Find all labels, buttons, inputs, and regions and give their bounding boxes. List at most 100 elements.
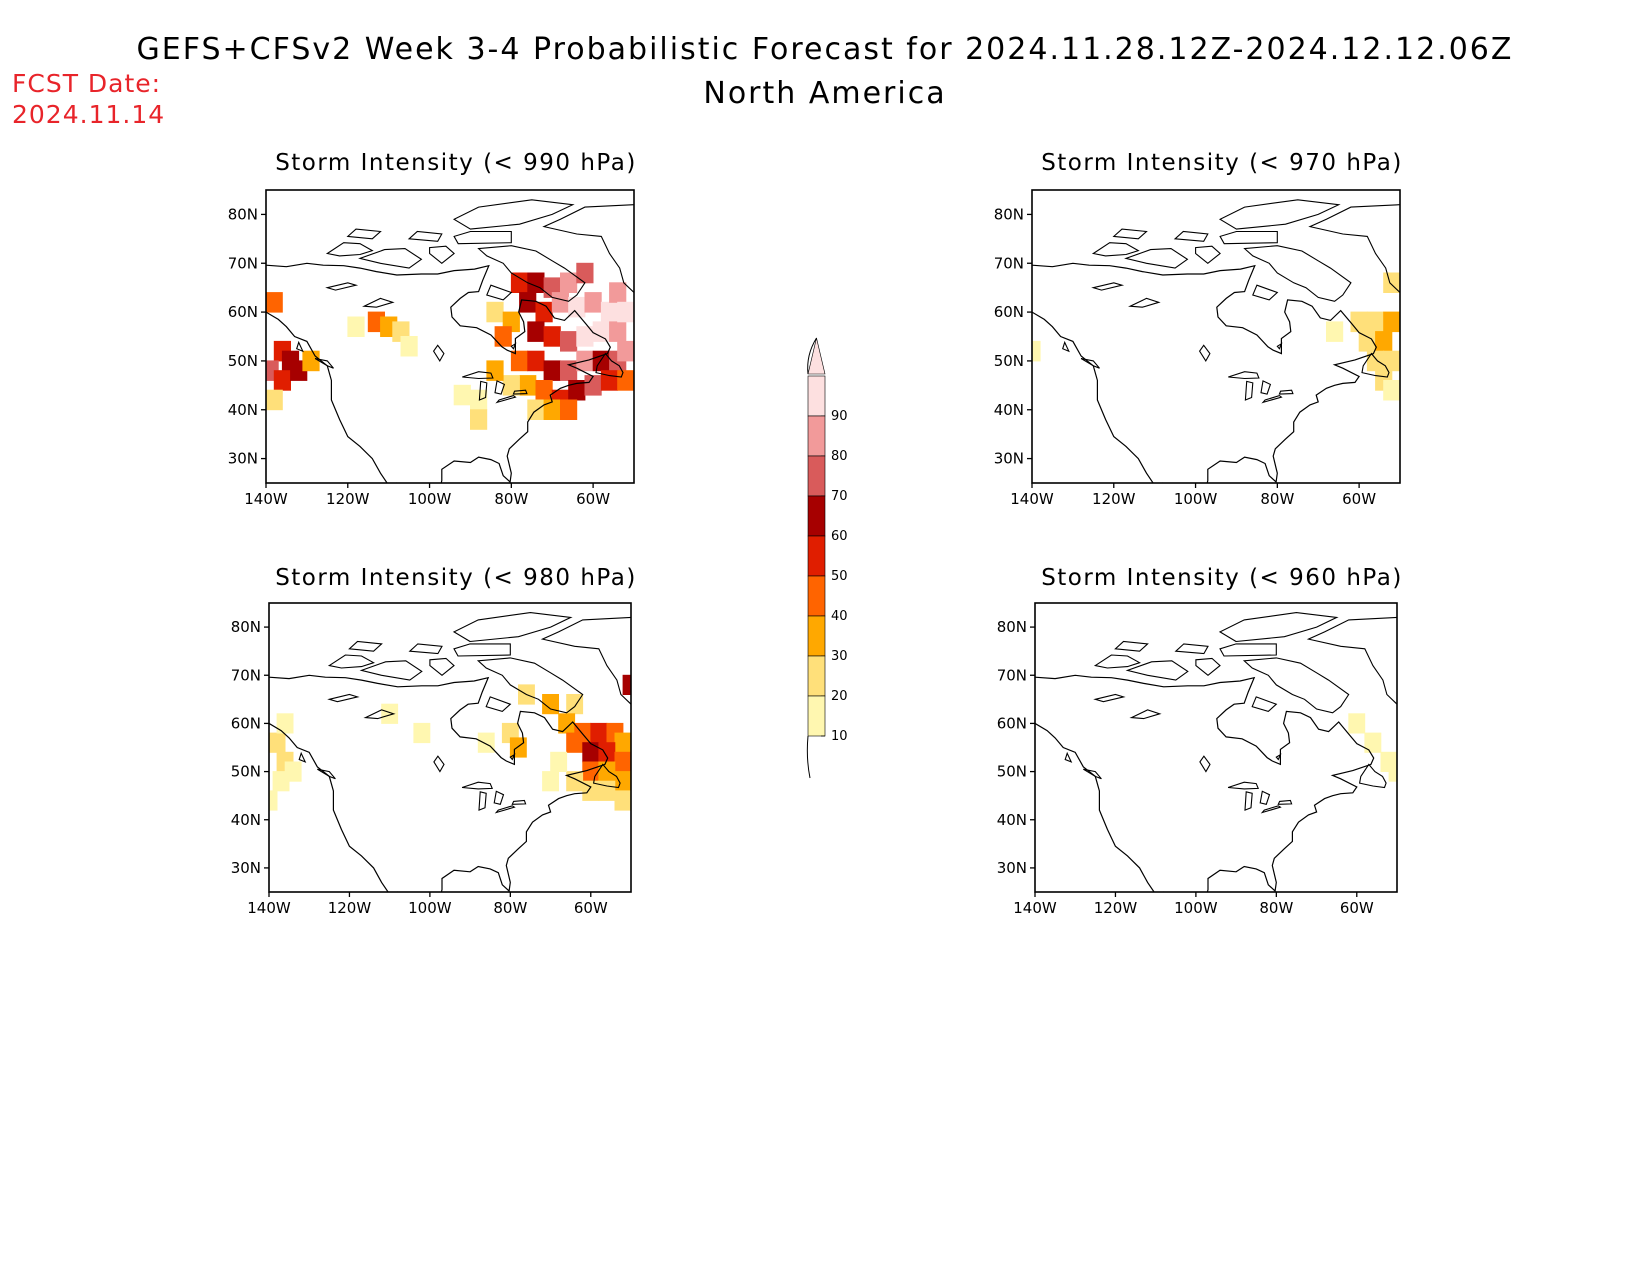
probability-cell [576,326,594,347]
map-frame [265,189,635,484]
probability-cell [600,301,619,323]
probability-cell [453,384,471,406]
probability-cell [519,292,537,313]
colorbar-label: 80 [831,449,848,464]
lat-tick-label: 30N [231,859,261,877]
colorbar-segment [807,655,826,697]
probability-colorbar: 90 80 70 60 50 40 30 20 10 [806,337,848,779]
colorbar-segment [807,415,826,457]
probability-cell [590,722,608,744]
probability-cell [609,282,627,303]
lon-tick-label: 120W [326,490,370,508]
probability-cell [622,674,631,695]
colorbar-segment [807,375,826,417]
probability-cell [592,321,610,342]
lat-tick-label: 60N [231,714,261,732]
panel-title-990: Storm Intensity (< 990 hPa) [275,150,637,176]
lon-tick-label: 60W [576,490,610,508]
probability-cell [470,389,488,411]
coastline [266,199,634,483]
lon-tick-label: 100W [1174,899,1218,917]
colorbar-segment [807,615,826,657]
probability-field [1032,272,1400,401]
probability-cell [1366,350,1385,372]
probability-cell [560,399,578,420]
probability-cell [542,771,559,792]
probability-cell [1388,761,1397,782]
probability-cell [558,713,576,734]
probability-cell [519,375,537,396]
probability-cell [527,321,545,342]
lon-tick-label: 100W [1174,490,1218,508]
colorbar-segment [807,575,826,617]
lat-tick-label: 40N [994,401,1024,419]
probability-cell [609,321,627,342]
probability-cell [535,301,553,323]
coastline [1032,199,1400,483]
lat-tick-label: 50N [228,352,258,370]
probability-cell [269,790,278,811]
probability-cell [1358,331,1376,352]
colorbar-label: 70 [831,489,848,504]
probability-cell [584,292,602,313]
probability-cell [400,336,418,357]
lon-tick-label: 60W [1340,899,1374,917]
probability-cell [486,301,504,323]
probability-cell [413,722,431,744]
probability-cell [551,292,569,313]
lat-tick-label: 50N [994,352,1024,370]
probability-cell [582,742,600,763]
probability-cell [568,380,586,401]
forecast-date-caption: FCST Date: [12,69,162,98]
probability-cell [1383,380,1400,401]
lon-tick-label: 120W [1092,490,1136,508]
probability-cell [266,292,283,313]
probability-cell [381,703,399,724]
probability-cell [560,331,578,352]
probability-cell [582,780,600,801]
lat-tick-label: 50N [231,763,261,781]
probability-cell [543,399,561,420]
probability-cell [576,262,594,284]
probability-cell [566,771,584,792]
region-subtitle: North America [703,76,947,111]
probability-cell [566,732,584,753]
colorbar-segment [807,535,826,577]
probability-cell [598,761,616,782]
probability-cell [614,790,631,811]
lon-tick-label: 60W [574,899,608,917]
probability-cell [1032,340,1041,362]
probability-cell [614,771,631,792]
probability-cell [510,350,529,372]
probability-cell [1348,713,1366,734]
probability-cell [347,316,365,337]
probability-cell [510,272,529,293]
lat-tick-label: 60N [994,303,1024,321]
probability-cell [486,360,504,381]
map-panel-970: 80N 70N 60N 50N 40N 30N 140W 120W 100W 80W 60W [994,189,1401,508]
probability-cell [284,761,302,782]
lat-tick-label: 40N [997,811,1027,829]
map-panel-960: 80N 70N 60N 50N 40N 30N 140W 120W 100W 80W 60W [997,602,1398,917]
probability-cell [494,326,512,347]
colorbar-segment [807,695,826,737]
probability-cell [617,370,634,391]
lon-tick-label: 140W [1013,899,1057,917]
colorbar-segment [807,495,826,537]
lon-tick-label: 120W [1094,899,1138,917]
probability-cell [1364,732,1382,753]
colorbar-label: 20 [831,689,848,704]
probability-cell [614,751,631,772]
probability-cell [543,360,561,381]
probability-cell [1366,311,1385,333]
lon-tick-label: 80W [1260,490,1294,508]
probability-cell [276,713,294,734]
probability-cell [1383,350,1400,372]
probability-cell [509,737,527,758]
colorbar-label: 10 [831,729,848,744]
probability-cell [543,326,561,347]
lon-tick-label: 80W [494,490,528,508]
probability-cell [614,732,631,753]
panel-title-960: Storm Intensity (< 960 hPa) [1041,565,1403,591]
probability-cell [1326,321,1344,342]
